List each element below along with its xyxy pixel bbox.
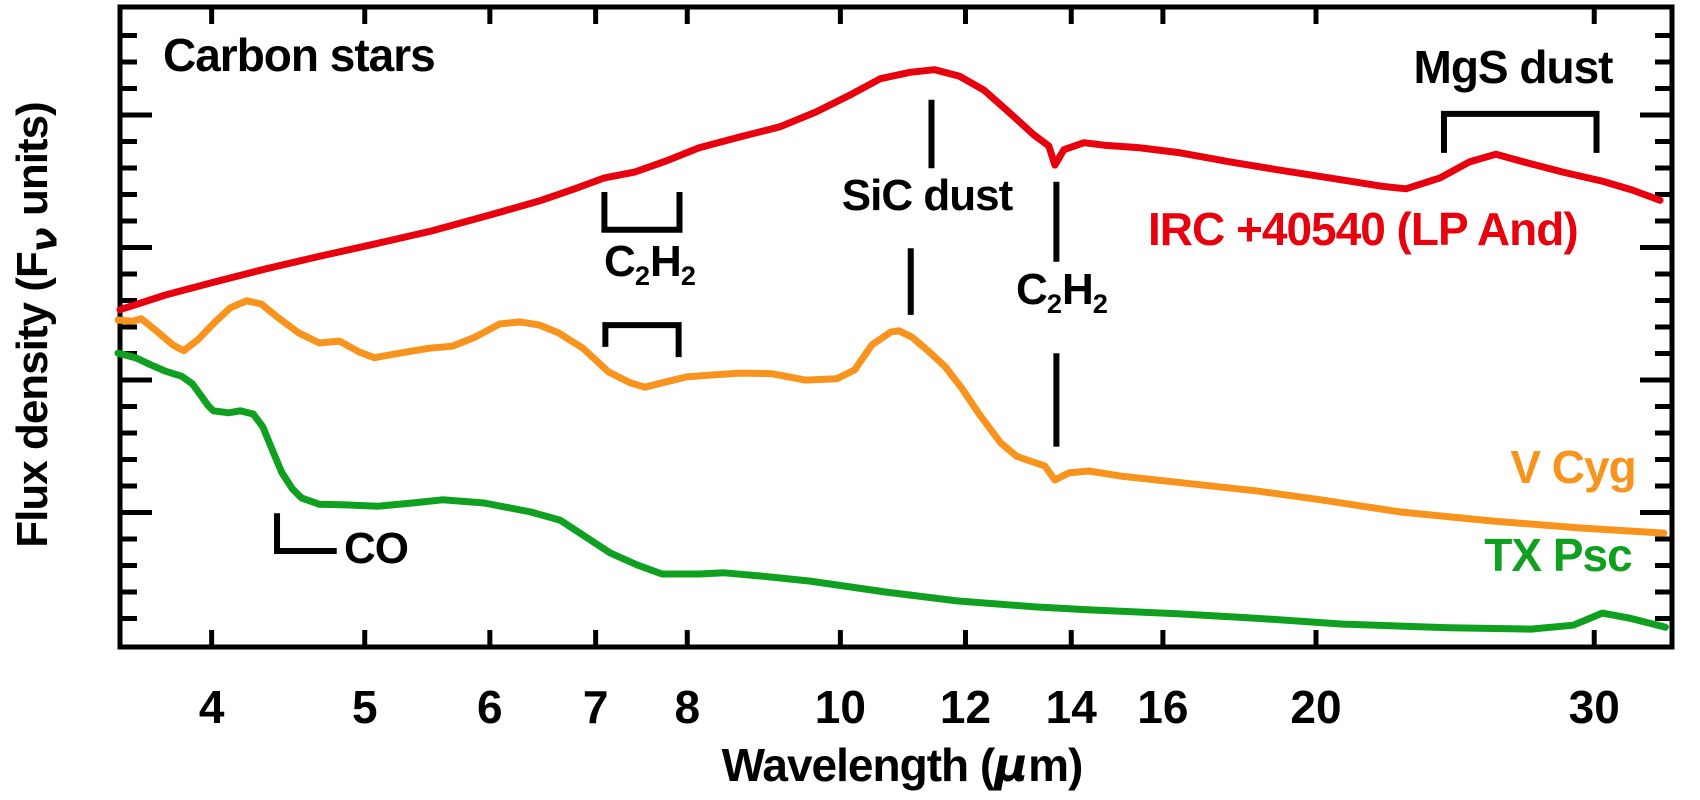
spectrum-curve-2 [114, 349, 1669, 633]
feature-bracket [1440, 110, 1600, 153]
y-axis-title: Flux density (Fν units) [7, 102, 66, 548]
c2h2-sub2: 2 [680, 260, 696, 291]
mgs-dust-label: MgS dust [1413, 41, 1614, 93]
x-tick-label: 4 [199, 681, 225, 733]
feature-bracket [274, 513, 337, 554]
c2h2-sub1: 2 [634, 260, 650, 291]
x-tick-label: 6 [477, 681, 503, 733]
c2h2-label-7um: C2H2 [604, 237, 696, 290]
c2h2-sub2: 2 [1092, 288, 1108, 319]
x-tick-label: 5 [352, 681, 378, 733]
c2h2-base2: H [1062, 265, 1094, 314]
c2h2-label-13um: C2H2 [1016, 265, 1108, 318]
nu-symbol: ν [22, 227, 66, 253]
spectrum-curve-1 [114, 297, 1668, 537]
feature-bracket [601, 191, 683, 233]
spectrum-curve-0 [116, 66, 1664, 314]
plot-frame [117, 4, 1675, 650]
mu-symbol: μ [994, 738, 1029, 792]
x-tick-label: 14 [1046, 681, 1098, 733]
c2h2-base2: H [650, 237, 682, 286]
x-tick-label: 30 [1569, 681, 1620, 733]
x-tick-label: 20 [1290, 681, 1341, 733]
series-label-vcyg: V Cyg [1510, 441, 1636, 493]
y-axis-title-post: units) [7, 102, 57, 228]
x-tick-label: 10 [815, 681, 866, 733]
co-label: CO [344, 524, 409, 573]
series-label-txpsc: TX Psc [1484, 529, 1632, 581]
x-tick-label: 16 [1137, 681, 1188, 733]
c2h2-base1: C [1016, 265, 1048, 314]
series-label-irc40540: IRC +40540 (LP And) [1148, 203, 1579, 255]
x-axis-title-pre: Wavelength ( [721, 739, 996, 791]
c2h2-sub1: 2 [1046, 288, 1062, 319]
x-axis-title-post: m) [1028, 739, 1083, 791]
c2h2-base1: C [604, 237, 636, 286]
x-tick-label: 7 [583, 681, 609, 733]
sic-dust-label: SiC dust [841, 171, 1013, 220]
plot-title: Carbon stars [163, 29, 436, 81]
x-tick-label: 8 [674, 681, 700, 733]
x-axis-title: Wavelength (μm) [721, 739, 1084, 791]
y-axis-title-pre: Flux density (F [7, 252, 57, 548]
x-tick-label: 12 [940, 681, 991, 733]
feature-bracket [602, 322, 682, 358]
